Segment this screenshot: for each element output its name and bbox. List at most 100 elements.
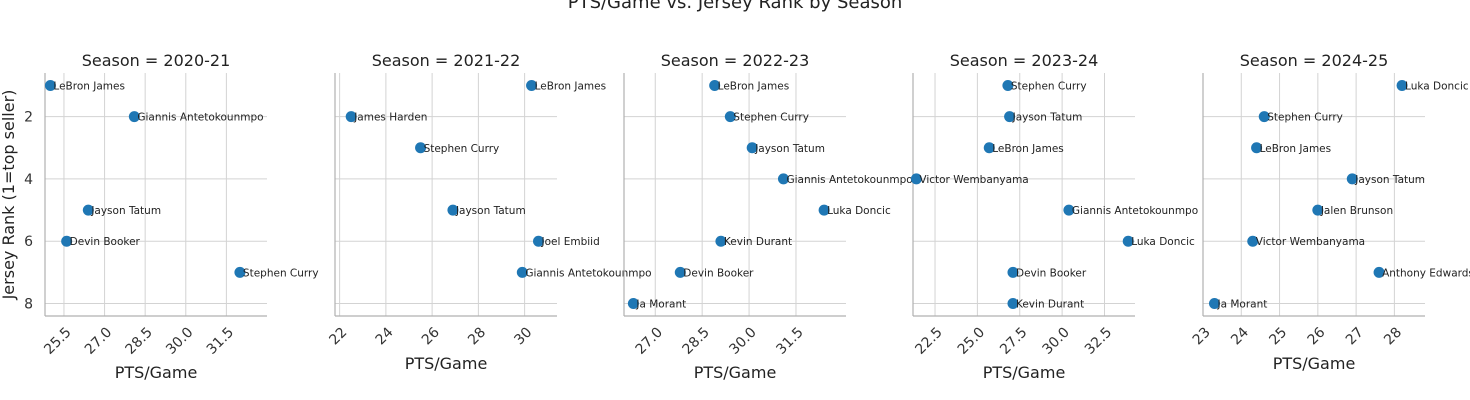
panel-2023-24: 22.5 25.0 27.5 30.0 32.5 Season = 2023-24 PTS/… bbox=[910, 51, 1198, 382]
point-label: Giannis Antetokounmpo bbox=[1072, 205, 1198, 217]
x-tick-label: 25.0 bbox=[955, 324, 988, 357]
x-tick-label: 31.5 bbox=[204, 324, 237, 357]
point-label: LeBron James bbox=[718, 80, 790, 92]
scatter-point bbox=[674, 266, 686, 278]
scatter-point bbox=[128, 111, 140, 123]
chart-title: PTS/Game vs. Jersey Rank by Season bbox=[568, 0, 903, 13]
y-axis-label: Jersey Rank (1=top seller) bbox=[0, 90, 18, 301]
point-label: Jayson Tatum bbox=[1012, 112, 1083, 124]
scatter-point bbox=[709, 79, 721, 91]
point-label: LeBron James bbox=[535, 80, 607, 92]
scatter-point bbox=[1007, 298, 1019, 310]
scatter-point bbox=[516, 266, 528, 278]
scatter-point bbox=[1122, 235, 1134, 247]
point-label: Jalen Brunson bbox=[1320, 205, 1393, 217]
scatter-point bbox=[1007, 266, 1019, 278]
y-tick-label: 6 bbox=[24, 234, 33, 250]
y-tick-label: 4 bbox=[24, 172, 33, 188]
y-tick-label: 2 bbox=[24, 110, 33, 126]
point-label: LeBron James bbox=[992, 143, 1064, 155]
scatter-point bbox=[910, 173, 922, 185]
x-axis-label: PTS/Game bbox=[405, 354, 488, 373]
x-axis-label: PTS/Game bbox=[694, 363, 777, 382]
scatter-point bbox=[1247, 235, 1259, 247]
scatter-point bbox=[447, 204, 459, 216]
x-tick-label: 28.5 bbox=[680, 324, 713, 357]
point-label: Stephen Curry bbox=[1267, 112, 1343, 124]
scatter-point bbox=[1004, 111, 1016, 123]
point-label: Luka Doncic bbox=[827, 205, 891, 217]
point-label: Jayson Tatum bbox=[1354, 174, 1425, 186]
x-tick-label: 26 bbox=[419, 324, 443, 348]
x-tick-label: 24 bbox=[373, 324, 397, 348]
scatter-point bbox=[627, 298, 639, 310]
point-label: Ja Morant bbox=[1216, 299, 1267, 311]
point-label: Victor Wembanyama bbox=[919, 174, 1028, 186]
point-label: Devin Booker bbox=[683, 267, 754, 279]
x-tick-label: 23 bbox=[1190, 324, 1214, 348]
x-tick-label: 28.5 bbox=[123, 324, 156, 357]
scatter-point bbox=[44, 79, 56, 91]
scatter-point bbox=[746, 142, 758, 154]
panel-title: Season = 2022-23 bbox=[661, 51, 810, 70]
scatter-point bbox=[1396, 79, 1408, 91]
point-label: Victor Wembanyama bbox=[1256, 236, 1365, 248]
point-label: Joel Embiid bbox=[541, 236, 600, 248]
point-label: Devin Booker bbox=[1016, 267, 1087, 279]
point-label: Giannis Antetokounmpo bbox=[137, 112, 263, 124]
point-label: LeBron James bbox=[1260, 143, 1332, 155]
panel-2021-22: 22 24 26 28 30 Season = 2021-22 PTS/Game LeBron… bbox=[326, 51, 651, 373]
x-tick-label: 27.0 bbox=[633, 324, 666, 357]
panel-title: Season = 2024-25 bbox=[1240, 51, 1389, 70]
scatter-point bbox=[1258, 111, 1270, 123]
panel-2022-23: 27.0 28.5 30.0 31.5 Season = 2022-23 PTS/Game… bbox=[623, 51, 913, 382]
panel-2024-25: 23 24 25 26 27 28 Season = 2024-25 PTS/Game Luka… bbox=[1190, 51, 1470, 373]
x-tick-label: 28 bbox=[465, 324, 489, 348]
point-label: Kevin Durant bbox=[1016, 299, 1084, 311]
scatter-point bbox=[345, 111, 357, 123]
scatter-point bbox=[1373, 266, 1385, 278]
panel-2020-21: 2 4 6 8 25.5 27.0 28.5 30.0 31.5 Season = 2020-21… bbox=[24, 51, 319, 382]
x-tick-label: 26 bbox=[1305, 324, 1329, 348]
x-tick-label: 30.0 bbox=[163, 324, 196, 357]
x-tick-label: 31.5 bbox=[773, 324, 806, 357]
x-tick-label: 25 bbox=[1266, 324, 1290, 348]
scatter-point bbox=[1208, 298, 1220, 310]
scatter-point bbox=[1063, 204, 1075, 216]
scatter-point bbox=[1002, 79, 1014, 91]
point-label: LeBron James bbox=[53, 80, 125, 92]
scatter-point bbox=[1251, 142, 1263, 154]
x-tick-label: 28 bbox=[1381, 324, 1405, 348]
scatter-point bbox=[234, 266, 246, 278]
point-label: Jayson Tatum bbox=[455, 205, 526, 217]
point-label: Ja Morant bbox=[635, 299, 686, 311]
scatter-point bbox=[1346, 173, 1358, 185]
point-label: Jayson Tatum bbox=[754, 143, 825, 155]
point-label: Jayson Tatum bbox=[90, 205, 161, 217]
y-tick-label: 8 bbox=[24, 297, 33, 313]
scatter-point bbox=[82, 204, 94, 216]
x-axis-label: PTS/Game bbox=[983, 363, 1066, 382]
point-label: James Harden bbox=[353, 112, 427, 124]
scatter-point bbox=[1312, 204, 1324, 216]
point-label: Stephen Curry bbox=[424, 143, 500, 155]
scatter-point bbox=[983, 142, 995, 154]
panel-title: Season = 2020-21 bbox=[82, 51, 231, 70]
x-axis-label: PTS/Game bbox=[115, 363, 198, 382]
x-axis-label: PTS/Game bbox=[1273, 354, 1356, 373]
x-tick-label: 24 bbox=[1228, 324, 1252, 348]
point-label: Luka Doncic bbox=[1405, 80, 1469, 92]
scatter-point bbox=[533, 235, 544, 247]
x-tick-label: 27.0 bbox=[82, 324, 115, 357]
panel-title: Season = 2021-22 bbox=[372, 51, 521, 70]
scatter-point bbox=[715, 235, 727, 247]
point-label: Stephen Curry bbox=[243, 267, 319, 279]
point-label: Stephen Curry bbox=[1011, 80, 1087, 92]
panel-title: Season = 2023-24 bbox=[950, 51, 1099, 70]
scatter-point bbox=[526, 79, 538, 91]
x-tick-label: 30 bbox=[511, 324, 535, 348]
scatter-point bbox=[818, 204, 830, 216]
x-tick-label: 22 bbox=[326, 324, 350, 348]
point-label: Giannis Antetokounmpo bbox=[525, 267, 651, 279]
